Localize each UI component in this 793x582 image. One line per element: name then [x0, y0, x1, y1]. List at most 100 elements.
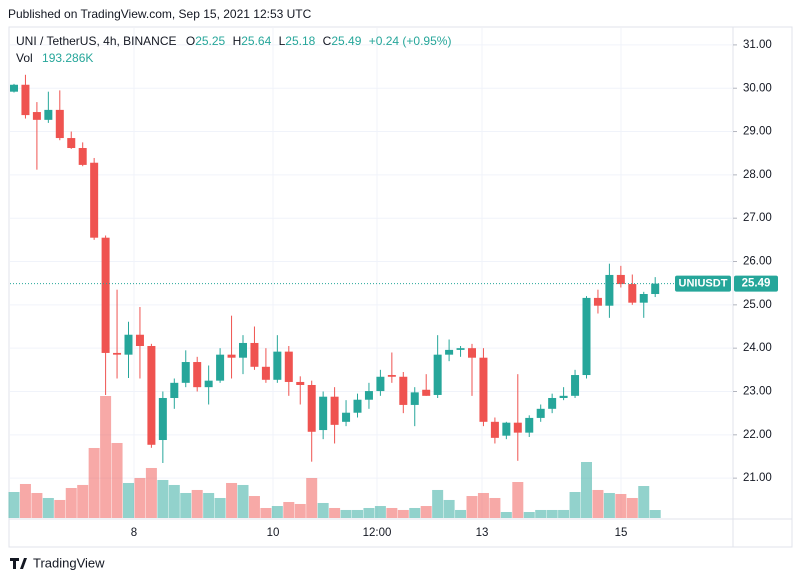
last-price-badge — [734, 275, 778, 292]
candle-body — [250, 342, 259, 367]
volume-bar — [111, 442, 123, 518]
candle-body — [513, 422, 522, 433]
volume-bar — [283, 502, 295, 518]
candle-body — [353, 399, 362, 413]
candle-body — [639, 294, 648, 303]
y-tick-label: 30.00 — [743, 82, 772, 94]
legend-line: UNI / TetherUS, 4h, BINANCE O25.25 H25.6… — [16, 34, 451, 48]
y-tick-label: 24.00 — [743, 342, 772, 354]
y-tick-label: 21.00 — [743, 472, 772, 484]
candle-body — [582, 297, 591, 376]
volume-bar — [145, 467, 157, 518]
volume-bar — [649, 510, 661, 518]
legend-l-label: L — [279, 34, 286, 48]
volume-bar — [271, 506, 283, 518]
candle-body — [239, 342, 247, 358]
legend-o-label: O — [186, 34, 195, 48]
volume-bar — [477, 492, 489, 518]
volume-bar — [260, 507, 272, 518]
volume-bar — [168, 484, 180, 518]
candle-body — [227, 354, 236, 358]
volume-bar — [100, 396, 112, 518]
volume-bar — [386, 507, 398, 518]
symbol-badge — [675, 275, 731, 292]
volume-bar — [226, 482, 238, 518]
candle-body — [433, 354, 442, 395]
volume-bar — [134, 477, 146, 518]
candle-body — [307, 384, 316, 432]
volume-bar — [237, 484, 249, 518]
candle-body — [445, 349, 454, 355]
volume-bar — [352, 509, 363, 518]
candle-body — [502, 422, 511, 436]
y-tick-label: 31.00 — [743, 39, 772, 51]
candle-body — [193, 362, 202, 388]
tradingview-logo: TradingView — [10, 555, 105, 570]
candle-body — [616, 274, 625, 285]
candle-body — [10, 84, 18, 92]
candle-body — [21, 84, 30, 116]
volume-bars — [8, 396, 661, 518]
candle-body — [67, 138, 76, 149]
volume-legend: Vol 193.286K — [16, 51, 93, 65]
candle-body — [147, 346, 156, 445]
volume-bar — [54, 499, 66, 518]
candle-body — [628, 284, 637, 303]
volume-bar — [455, 509, 467, 518]
candle-body — [376, 376, 385, 392]
candle-body — [261, 366, 270, 380]
candle-body — [32, 112, 41, 120]
x-tick-label: 13 — [476, 527, 489, 539]
volume-bar — [581, 462, 592, 518]
candle-body — [158, 397, 167, 441]
candle-body — [571, 375, 580, 396]
candle-body — [55, 109, 64, 139]
volume-bar — [512, 482, 524, 518]
candle-body — [216, 354, 225, 381]
candles — [10, 74, 660, 463]
y-tick-label: 26.00 — [743, 256, 772, 268]
y-tick-label: 29.00 — [743, 126, 772, 138]
legend-h-value: 25.64 — [241, 34, 271, 48]
candle-body — [651, 283, 660, 295]
volume-bar — [569, 492, 581, 518]
y-tick-label: 27.00 — [743, 212, 772, 224]
volume-bar — [638, 486, 650, 518]
volume-bar — [603, 492, 615, 518]
volume-bar — [65, 487, 77, 518]
candle-body — [456, 348, 465, 350]
candle-body — [410, 392, 419, 405]
y-tick-label: 28.00 — [743, 169, 772, 181]
volume-bar — [42, 497, 54, 518]
volume-bar — [8, 492, 20, 518]
legend-l-value: 25.18 — [285, 34, 315, 48]
candle-body — [113, 352, 122, 355]
volume-bar — [306, 477, 318, 518]
y-tick-label: 23.00 — [743, 386, 772, 398]
candle-body — [479, 357, 488, 422]
candle-body — [605, 274, 614, 306]
volume-bar — [615, 493, 627, 518]
candle-body — [296, 381, 305, 385]
candle-body — [319, 396, 328, 431]
symbol-title: UNI / TetherUS, 4h, BINANCE — [16, 34, 177, 48]
axes: 21.00 22.00 23.00 24.00 25.00 26.00 27.00 28.00… — [10, 39, 778, 539]
volume-value: 193.286K — [42, 51, 93, 65]
candle-body — [593, 297, 602, 306]
candle-body — [364, 391, 373, 400]
volume-bar — [397, 509, 409, 518]
candle-body — [559, 395, 568, 398]
y-tick-label: 25.00 — [743, 299, 772, 311]
x-tick-label: 10 — [267, 527, 280, 539]
volume-bar — [214, 497, 226, 518]
volume-bar — [558, 509, 570, 518]
candle-body — [90, 162, 99, 238]
volume-bar — [329, 507, 341, 518]
candle-body — [170, 382, 179, 398]
volume-bar — [626, 497, 638, 518]
volume-bar — [180, 492, 192, 518]
candle-body — [387, 375, 396, 377]
volume-bar — [31, 492, 43, 518]
volume-bar — [523, 512, 535, 518]
